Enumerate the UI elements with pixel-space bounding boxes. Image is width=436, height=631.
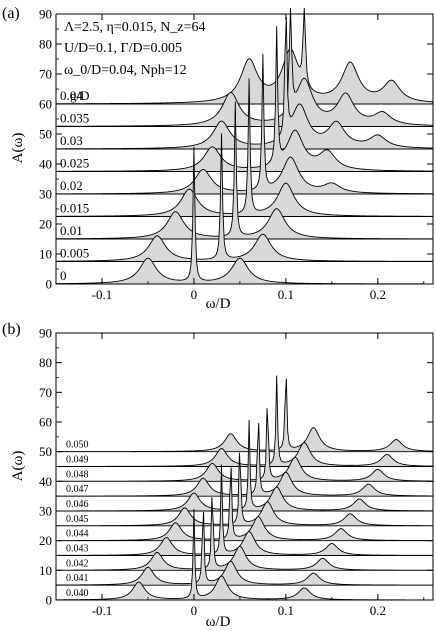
panel-a-axes: -0.1 0 0.1 0.2 0 10 20 30 40 50 60 70 80 90 [39,7,434,302]
panel-b-series-label-9: 0.049 [66,455,89,466]
panel-b-series-label-5: 0.045 [66,514,89,525]
panel-b-y-tick-label-9: 90 [39,326,52,341]
panel-b-series-9-curve [55,375,435,467]
panel-a-series-label-7: 0.035 [60,111,89,126]
panel-a-x-tick-label-1: 0 [191,287,198,302]
panel-b-series-label-10: 0.050 [66,440,89,451]
panel-b: 0.050 0.049 0.048 0.047 0.046 0.045 0.044 0.043… [10,326,435,630]
panel-b-series-label-3: 0.043 [66,544,89,555]
panel-a-series-6-curve [55,16,434,150]
panel-a-series-label-2: 0.01 [60,223,83,238]
panel-a-y-tick-label-6: 60 [39,97,52,112]
panel-a-y-tick-label-4: 40 [39,157,52,172]
panel-b-series-6-curve [55,420,434,512]
panel-a-series-label-1: 0.005 [60,246,89,261]
panel-b-series-4-curve [55,467,434,542]
panel-a-series-label-6: 0.03 [60,133,83,148]
panel-b-y-tick-label-8: 80 [39,355,52,370]
panel-a-series-4-curve [55,53,435,195]
panel-b-y-tick-label-0: 0 [46,593,53,608]
panel-b-series-labels: 0.050 0.049 0.048 0.047 0.046 0.045 0.044 0.043… [66,440,89,599]
panel-b-series-2-curve [55,497,434,571]
panel-a: 0.04 0.035 0.03 0.025 0.02 0.015 0.01 0.005 0 -0… [10,7,435,312]
panel-a-y-tick-label-7: 70 [39,67,52,82]
panel-a-series-2-curve [55,101,434,240]
panel-b-x-tick-label-2: 0.1 [278,603,294,618]
panel-b-series-label-0: 0.040 [66,588,89,599]
panel-b-series-8-curve [55,408,435,482]
panel-a-series-5-curve [55,26,435,172]
panel-b-series-label-1: 0.041 [66,573,89,584]
panel-a-series-label-3: 0.015 [60,201,89,216]
panel-a-y-tick-label-1: 10 [39,247,52,262]
panel-a-series-3-curve [55,78,434,217]
panel-b-series-label-4: 0.044 [66,529,89,540]
annotation-line-3: ω_0/D=0.04, Nph=12 [64,63,187,78]
legend-title: g/D [70,88,90,103]
panel-b-series-10-curve [55,378,434,453]
panel-a-y-tick-label-9: 90 [39,7,52,22]
panel-b-x-tick-label-1: 0 [191,603,198,618]
panel-a-x-tick-label-2: 0.1 [278,287,294,302]
panel-a-y-tick-label-0: 0 [46,277,53,292]
panel-b-y-tick-label-5: 50 [39,444,52,459]
panel-b-y-tick-label-7: 70 [39,385,52,400]
panel-a-series-8-curve [55,7,434,105]
panel-a-series-labels: 0.04 0.035 0.03 0.025 0.02 0.015 0.01 0.005 0 [60,88,89,283]
panel-a-y-tick-label-2: 20 [39,217,52,232]
annotation-line-1: Λ=2.5, η=0.015, N_z=64 [64,20,205,35]
panel-b-series-1-curve [55,511,434,586]
panel-b-x-tick-label-0: -0.1 [92,603,113,618]
panel-a-x-tick-label-0: -0.1 [92,287,113,302]
panel-b-series-7-curve [55,422,434,497]
panel-b-series-label-7: 0.047 [66,484,89,495]
panel-b-curves [55,375,435,601]
panel-a-series-label-4: 0.02 [60,178,83,193]
panel-a-series-label-5: 0.025 [60,156,89,171]
panel-b-y-tick-label-3: 30 [39,504,52,519]
panel-b-series-label-6: 0.046 [66,499,89,510]
panel-label-b: (b) [2,321,21,338]
panel-b-y-tick-label-6: 60 [39,415,52,430]
annotation-line-2: U/D=0.1, Γ/D=0.005 [64,41,182,56]
panel-b-axes: -0.1 0 0.1 0.2 0 10 20 30 40 50 60 70 80 90 [39,326,434,618]
panel-b-series-3-curve [55,464,434,556]
panel-b-y-tick-label-1: 10 [39,563,52,578]
panel-b-x-tick-label-3: 0.2 [370,603,386,618]
panel-b-y-tick-label-2: 20 [39,533,52,548]
panel-a-curves [55,7,435,285]
panel-b-y-tick-label-4: 40 [39,474,52,489]
panel-a-y-tick-label-8: 80 [39,37,52,52]
panel-a-series-1-curve [55,133,434,262]
panel-a-series-label-8: 0.04 [60,88,83,103]
panel-a-y-axis-title: A(ω) [10,133,26,164]
panel-a-y-tick-label-3: 30 [39,187,52,202]
panel-a-series-label-0: 0 [60,268,67,283]
panel-b-series-5-curve [55,452,434,527]
panel-b-series-label-8: 0.048 [66,469,89,480]
panel-b-series-label-2: 0.042 [66,558,89,569]
panel-label-a: (a) [2,5,20,22]
panel-a-series-7-curve [55,7,434,127]
panel-b-x-axis-title: ω/D [206,614,231,630]
panel-b-y-axis-title: A(ω) [10,451,26,482]
panel-a-x-axis-title: ω/D [206,296,231,312]
panel-a-y-tick-label-5: 50 [39,127,52,142]
panel-a-x-tick-label-3: 0.2 [370,287,386,302]
